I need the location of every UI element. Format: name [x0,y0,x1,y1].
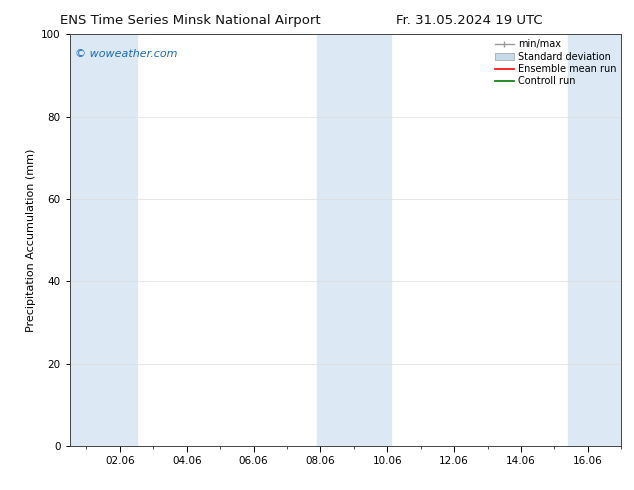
Bar [568,34,621,446]
Text: Fr. 31.05.2024 19 UTC: Fr. 31.05.2024 19 UTC [396,14,543,27]
Legend: min/max, Standard deviation, Ensemble mean run, Controll run: min/max, Standard deviation, Ensemble me… [493,37,618,88]
Bar [70,34,136,446]
Text: ENS Time Series Minsk National Airport: ENS Time Series Minsk National Airport [60,14,321,27]
Text: © woweather.com: © woweather.com [75,49,178,59]
Bar [317,34,391,446]
Y-axis label: Precipitation Accumulation (mm): Precipitation Accumulation (mm) [25,148,36,332]
